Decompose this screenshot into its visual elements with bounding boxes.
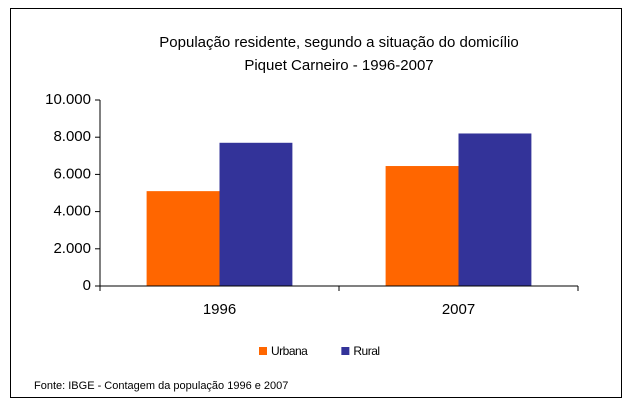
bar xyxy=(385,166,459,286)
chart-subtitle: Piquet Carneiro - 1996-2007 xyxy=(244,57,433,74)
bar xyxy=(219,142,293,286)
y-tick-label: 0 xyxy=(83,277,91,294)
y-tick-label: 8.000 xyxy=(53,128,91,145)
bar xyxy=(458,133,532,286)
y-tick-label: 2.000 xyxy=(53,240,91,257)
legend-swatch xyxy=(259,347,267,355)
legend-label: Rural xyxy=(353,344,379,358)
bar xyxy=(146,191,220,286)
y-tick-label: 6.000 xyxy=(53,165,91,182)
x-tick-label: 1996 xyxy=(203,301,236,318)
source-note: Fonte: IBGE - Contagem da população 1996… xyxy=(34,380,288,392)
x-tick-label: 2007 xyxy=(442,301,475,318)
legend-swatch xyxy=(341,347,350,355)
y-tick-label: 10.000 xyxy=(45,91,91,108)
chart-title: População residente, segundo a situação … xyxy=(159,34,518,51)
y-tick-label: 4.000 xyxy=(53,203,91,220)
legend-label: Urbana xyxy=(271,344,308,358)
